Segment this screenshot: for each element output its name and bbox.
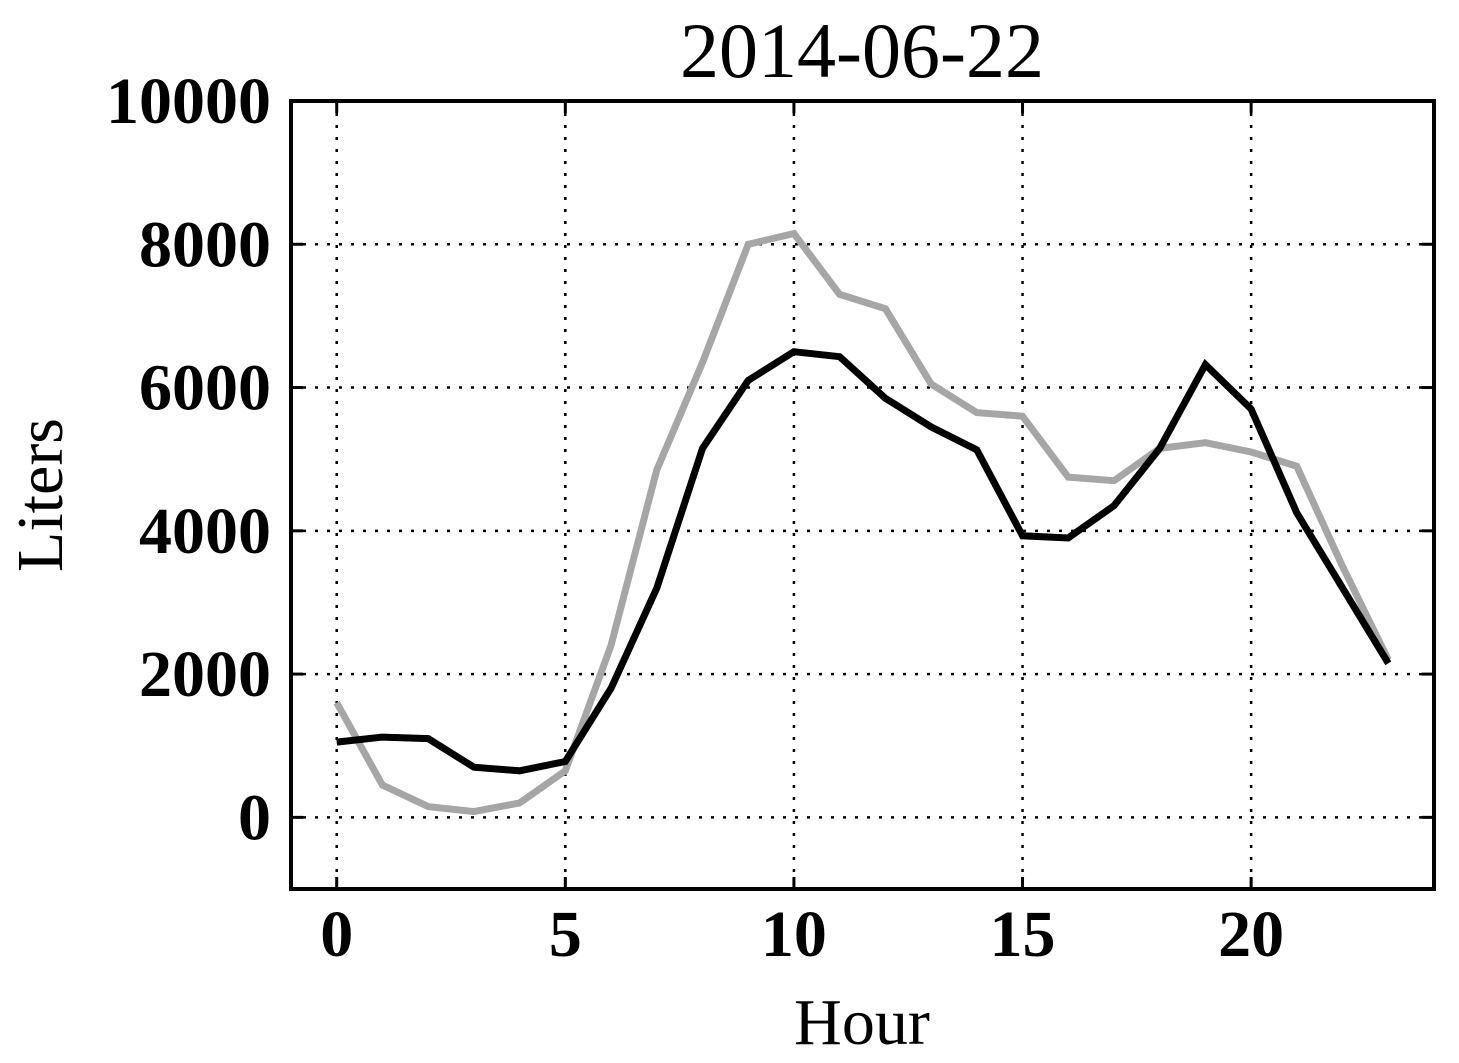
x-tick-label: 5 [549, 898, 582, 971]
y-tick-label: 6000 [139, 352, 271, 425]
series-line-1 [333, 229, 1392, 816]
series-lines [333, 229, 1392, 816]
y-tick-label: 8000 [139, 208, 271, 281]
tick-labels: 0 5 10 15 20 0 2000 4000 6000 8000 10000 [106, 65, 1284, 971]
x-tick-label: 20 [1218, 898, 1284, 971]
grid-lines [291, 101, 1434, 889]
x-tick-label: 10 [761, 898, 827, 971]
x-axis-label: Hour [794, 986, 930, 1059]
y-tick-label: 2000 [139, 638, 271, 711]
plot-frame [289, 99, 1436, 891]
x-tick-label: 0 [320, 898, 353, 971]
chart-title: 2014-06-22 [680, 7, 1044, 94]
y-tick-label: 4000 [139, 495, 271, 568]
y-tick-label: 10000 [106, 65, 271, 138]
y-tick-label: 0 [238, 781, 271, 854]
axis-ticks [291, 99, 1434, 889]
y-axis-label: Liters [4, 418, 77, 572]
series-line-2 [336, 348, 1392, 775]
x-tick-label: 15 [990, 898, 1056, 971]
